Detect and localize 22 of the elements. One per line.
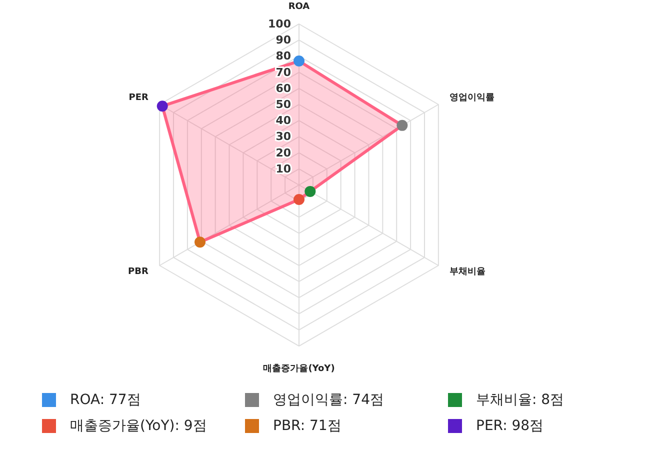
text: 영업이익률: 74점 — [273, 392, 384, 408]
y-tick-label: 60 — [276, 82, 292, 95]
y-tick-label: 90 — [276, 34, 292, 47]
y-tick-label: 40 — [276, 114, 292, 128]
y-tick-label: 10 — [276, 162, 292, 176]
text: PER: 98점 — [476, 418, 544, 434]
y-tick-label: 20 — [276, 146, 292, 160]
spoke-label: ROA — [288, 2, 310, 12]
text: 부채비율: 8점 — [476, 392, 564, 408]
y-tick-label: 70 — [276, 66, 292, 79]
y-tick-label: 100 — [268, 18, 292, 30]
text: PBR: 71점 — [273, 418, 342, 434]
y-tick-label: 80 — [276, 50, 292, 63]
spoke-label: 영업이익률 — [450, 93, 495, 104]
text: ROA: 77점 — [70, 392, 141, 408]
spoke-label: 부채비율 — [450, 266, 486, 277]
spoke-label: PBR — [128, 266, 148, 277]
y-tick-label: 30 — [276, 130, 292, 144]
y-tick-label: 50 — [276, 98, 292, 111]
spoke-label: 매출증가율(YoY) — [263, 362, 335, 374]
spoke-label: PER — [128, 93, 148, 104]
text: 매출증가율(YoY): 9점 — [70, 418, 207, 434]
